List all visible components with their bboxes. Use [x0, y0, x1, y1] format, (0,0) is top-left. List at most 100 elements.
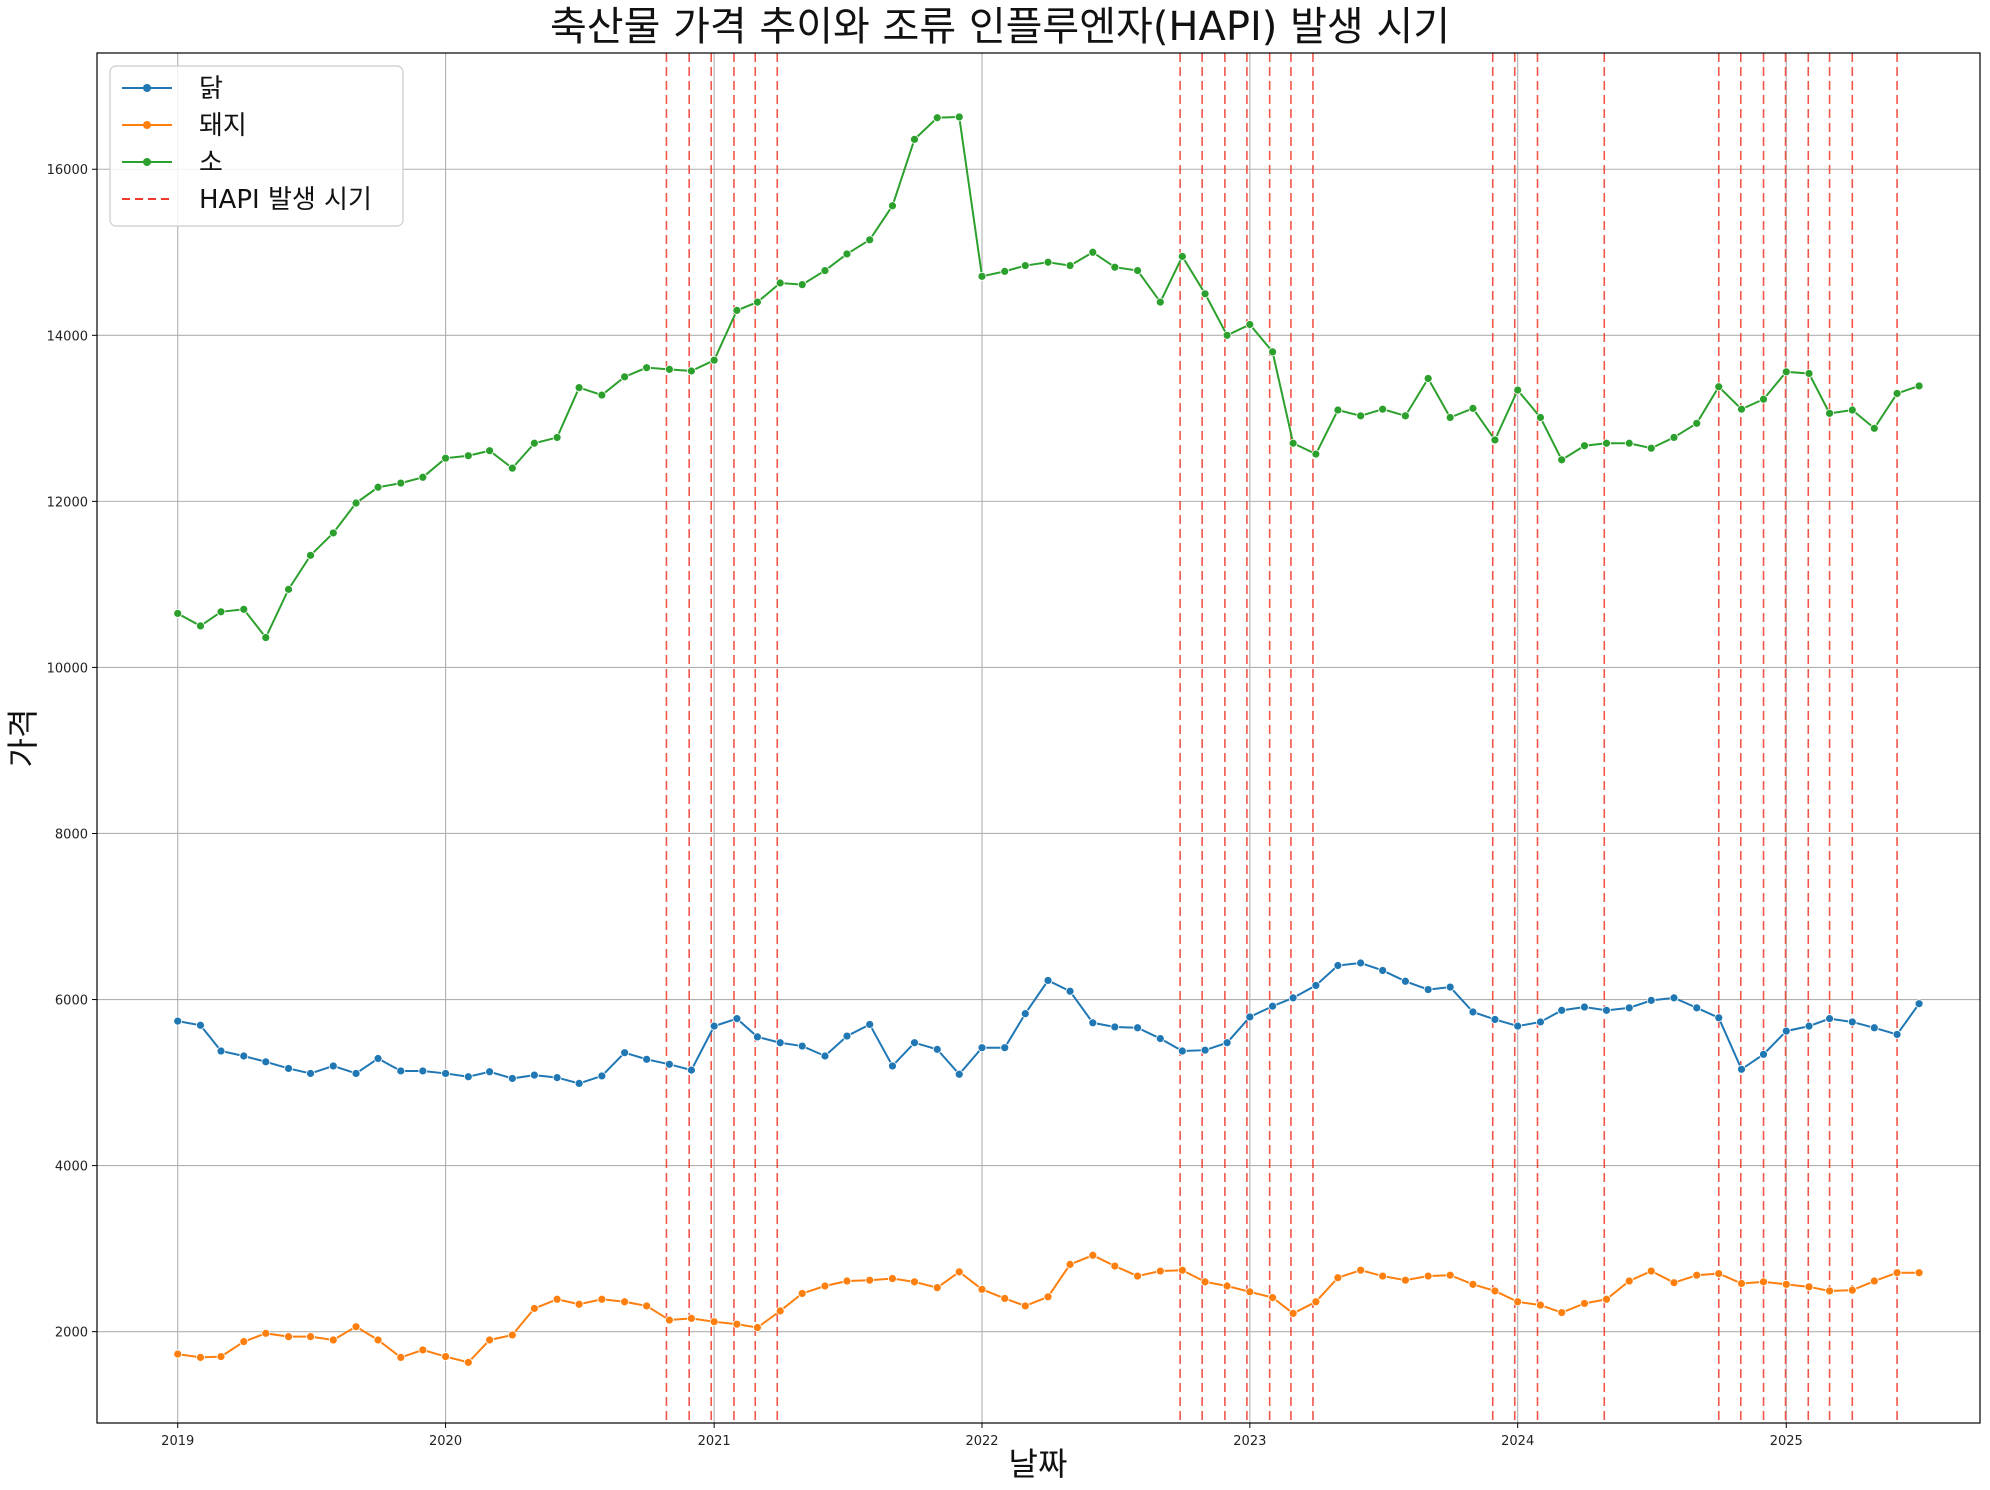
data-point	[954, 1069, 964, 1079]
legend-marker	[143, 158, 151, 166]
data-point	[1288, 993, 1298, 1003]
data-point	[396, 478, 406, 488]
y-tick-label: 6000	[55, 994, 88, 1009]
data-point	[396, 1353, 406, 1362]
data-point	[620, 1048, 630, 1058]
data-point	[1646, 1266, 1656, 1276]
data-point	[1311, 1297, 1321, 1307]
legend-item: 소	[122, 148, 223, 178]
legend-item: 돼지	[122, 111, 247, 141]
data-point	[1624, 438, 1634, 448]
data-point	[865, 1020, 875, 1029]
data-point	[1714, 1269, 1724, 1278]
y-tick-label: 2000	[55, 1326, 88, 1341]
data-point	[732, 305, 742, 315]
data-point	[1847, 1017, 1857, 1027]
data-point	[1333, 1273, 1343, 1283]
data-point	[1423, 374, 1433, 383]
data-point	[173, 609, 183, 618]
data-point	[977, 271, 987, 281]
data-point	[284, 1332, 293, 1342]
data-point	[664, 1059, 674, 1069]
data-point	[1468, 1279, 1478, 1289]
data-point	[1737, 1279, 1746, 1288]
data-point	[1065, 986, 1075, 996]
data-point	[373, 482, 383, 492]
data-point	[977, 1284, 987, 1294]
data-point	[1536, 413, 1545, 422]
data-point	[1020, 1301, 1030, 1311]
data-point	[732, 1319, 742, 1329]
data-point	[1669, 433, 1679, 442]
data-point	[306, 550, 315, 560]
data-point	[1513, 385, 1523, 395]
data-point	[328, 1061, 338, 1071]
series-소	[173, 112, 1924, 642]
y-tick-label: 4000	[55, 1160, 88, 1175]
data-point	[418, 1066, 428, 1076]
data-point	[910, 1277, 919, 1287]
data-point	[306, 1069, 315, 1078]
data-point	[507, 463, 517, 473]
data-point	[1825, 408, 1834, 418]
data-point	[529, 438, 539, 448]
data-point	[842, 1276, 852, 1286]
data-point	[1110, 1261, 1120, 1271]
data-point	[1155, 1034, 1165, 1043]
data-point	[1536, 1017, 1545, 1027]
data-point	[574, 383, 584, 393]
data-point	[1200, 1277, 1210, 1287]
data-point	[1692, 1270, 1702, 1280]
data-point	[261, 633, 271, 642]
data-point	[797, 280, 807, 290]
data-point	[664, 1315, 674, 1325]
data-point	[642, 1054, 652, 1064]
data-point	[1222, 330, 1232, 340]
data-point	[1401, 411, 1410, 421]
series-돼지	[173, 1250, 1924, 1367]
data-point	[1155, 297, 1165, 307]
x-tick-label: 2025	[1770, 1434, 1803, 1449]
data-point	[351, 1322, 361, 1332]
data-point	[351, 498, 361, 508]
data-point	[463, 1072, 473, 1082]
legend-label: 닭	[199, 74, 223, 104]
data-point	[1490, 1015, 1500, 1024]
data-point	[239, 1051, 249, 1061]
data-point	[1000, 1043, 1010, 1053]
data-point	[173, 1349, 183, 1359]
data-point	[1177, 1265, 1187, 1275]
data-point	[261, 1057, 271, 1067]
data-point	[196, 621, 205, 631]
data-point	[1065, 1260, 1075, 1269]
data-point	[1781, 1026, 1791, 1036]
y-tick-label: 12000	[47, 495, 88, 510]
data-point	[642, 1301, 652, 1311]
data-point	[1737, 404, 1746, 414]
data-point	[1000, 1294, 1010, 1303]
data-point	[1423, 1271, 1433, 1281]
legend-marker	[143, 121, 151, 129]
data-point	[687, 1313, 696, 1323]
data-point	[441, 453, 450, 463]
series-line	[177, 115, 1920, 640]
data-point	[954, 112, 964, 122]
data-point	[1580, 1002, 1589, 1012]
data-point	[1020, 1009, 1030, 1019]
data-point	[463, 1357, 473, 1367]
legend-label: 돼지	[199, 111, 247, 141]
data-point	[1737, 1064, 1746, 1074]
legend-item: 닭	[122, 74, 223, 104]
data-point	[977, 1043, 987, 1053]
data-point	[1311, 981, 1321, 990]
data-point	[1333, 961, 1343, 970]
data-point	[418, 1345, 428, 1355]
data-point	[1580, 1299, 1589, 1308]
data-point	[441, 1069, 450, 1078]
data-point	[775, 278, 785, 288]
y-tick-label: 10000	[47, 661, 88, 676]
data-point	[1468, 403, 1478, 413]
data-point	[284, 1064, 293, 1073]
hapi-lines	[665, 53, 1898, 1423]
data-point	[954, 1267, 964, 1277]
